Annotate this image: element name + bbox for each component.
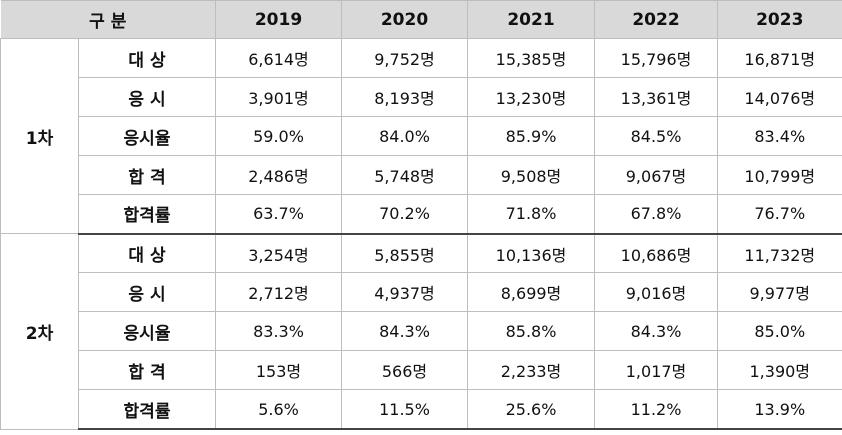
value-cell: 83.4% — [717, 116, 842, 157]
value-cell: 13.9% — [717, 389, 842, 431]
value-cell: 9,508명 — [467, 155, 596, 196]
table-row: 합 격 153명 566명 2,233명 1,017명 1,390명 — [1, 350, 842, 391]
value-cell: 11,732명 — [717, 233, 842, 274]
value-cell: 63.7% — [215, 194, 343, 235]
row-item-label: 합 격 — [77, 350, 217, 391]
value-cell: 2,486명 — [215, 155, 343, 196]
table-row: 합격률 5.6% 11.5% 25.6% 11.2% 13.9% — [1, 389, 842, 431]
value-cell: 15,385명 — [467, 37, 596, 79]
table-row: 합격률 63.7% 70.2% 71.8% 67.8% 76.7% — [1, 194, 842, 235]
value-cell: 59.0% — [215, 116, 343, 157]
value-cell: 84.3% — [341, 311, 469, 352]
value-cell: 13,230명 — [467, 77, 596, 118]
value-cell: 10,136명 — [467, 233, 596, 274]
group-label: 1차 — [0, 37, 79, 235]
value-cell: 25.6% — [467, 389, 596, 431]
value-cell: 85.0% — [717, 311, 842, 352]
row-item-label: 응시율 — [77, 116, 217, 157]
value-cell: 83.3% — [215, 311, 343, 352]
value-cell: 6,614명 — [215, 37, 343, 79]
value-cell: 566명 — [341, 350, 469, 391]
value-cell: 84.0% — [341, 116, 469, 157]
value-cell: 84.3% — [594, 311, 719, 352]
table-row: 1차 대 상 6,614명 9,752명 15,385명 15,796명 16,871명 — [0, 37, 842, 235]
table-row: 응시율 59.0% 84.0% 85.9% 84.5% 83.4% — [1, 116, 842, 157]
value-cell: 9,067명 — [594, 155, 719, 196]
value-cell: 70.2% — [341, 194, 469, 235]
year-header: 2021 — [467, 0, 596, 39]
value-cell: 71.8% — [467, 194, 596, 235]
table-row: 2차 대 상 3,254명 5,855명 10,136명 10,686명 11,732명 — [0, 233, 842, 430]
row-item-label: 응 시 — [77, 272, 217, 313]
row-item-label: 합격률 — [77, 389, 217, 431]
row-item-label: 응시율 — [77, 311, 217, 352]
table-row: 응 시 2,712명 4,937명 8,699명 9,016명 9,977명 — [1, 272, 842, 313]
year-header: 2022 — [594, 0, 719, 39]
value-cell: 5,748명 — [341, 155, 469, 196]
table-row: 응 시 3,901명 8,193명 13,230명 13,361명 14,076명 — [1, 77, 842, 118]
value-cell: 67.8% — [594, 194, 719, 235]
row-item-label: 합격률 — [77, 194, 217, 235]
value-cell: 14,076명 — [717, 77, 842, 118]
table-row: 응시율 83.3% 84.3% 85.8% 84.3% 85.0% — [1, 311, 842, 352]
value-cell: 16,871명 — [717, 37, 842, 79]
value-cell: 1,390명 — [717, 350, 842, 391]
value-cell: 4,937명 — [341, 272, 469, 313]
group-label: 2차 — [0, 233, 79, 430]
value-cell: 9,016명 — [594, 272, 719, 313]
year-header: 2019 — [215, 0, 343, 39]
row-item-label: 합 격 — [77, 155, 217, 196]
value-cell: 84.5% — [594, 116, 719, 157]
value-cell: 3,901명 — [215, 77, 343, 118]
value-cell: 1,017명 — [594, 350, 719, 391]
value-cell: 85.9% — [467, 116, 596, 157]
value-cell: 9,977명 — [717, 272, 842, 313]
value-cell: 13,361명 — [594, 77, 719, 118]
header-row: 구 분 2019 2020 2021 2022 2023 — [0, 0, 842, 39]
row-item-label: 응 시 — [77, 77, 217, 118]
value-cell: 2,712명 — [215, 272, 343, 313]
value-cell: 153명 — [215, 350, 343, 391]
row-item-label: 대 상 — [77, 233, 217, 274]
value-cell: 10,686명 — [594, 233, 719, 274]
year-header: 2023 — [717, 0, 842, 39]
value-cell: 11.2% — [594, 389, 719, 431]
value-cell: 15,796명 — [594, 37, 719, 79]
value-cell: 2,233명 — [467, 350, 596, 391]
row-item-label: 대 상 — [77, 37, 217, 79]
value-cell: 85.8% — [467, 311, 596, 352]
value-cell: 5,855명 — [341, 233, 469, 274]
year-header: 2020 — [341, 0, 469, 39]
value-cell: 9,752명 — [341, 37, 469, 79]
value-cell: 76.7% — [717, 194, 842, 235]
value-cell: 10,799명 — [717, 155, 842, 196]
category-header: 구 분 — [0, 0, 217, 39]
value-cell: 8,699명 — [467, 272, 596, 313]
value-cell: 3,254명 — [215, 233, 343, 274]
value-cell: 5.6% — [215, 389, 343, 431]
value-cell: 11.5% — [341, 389, 469, 431]
table-row: 합 격 2,486명 5,748명 9,508명 9,067명 10,799명 — [1, 155, 842, 196]
value-cell: 8,193명 — [341, 77, 469, 118]
